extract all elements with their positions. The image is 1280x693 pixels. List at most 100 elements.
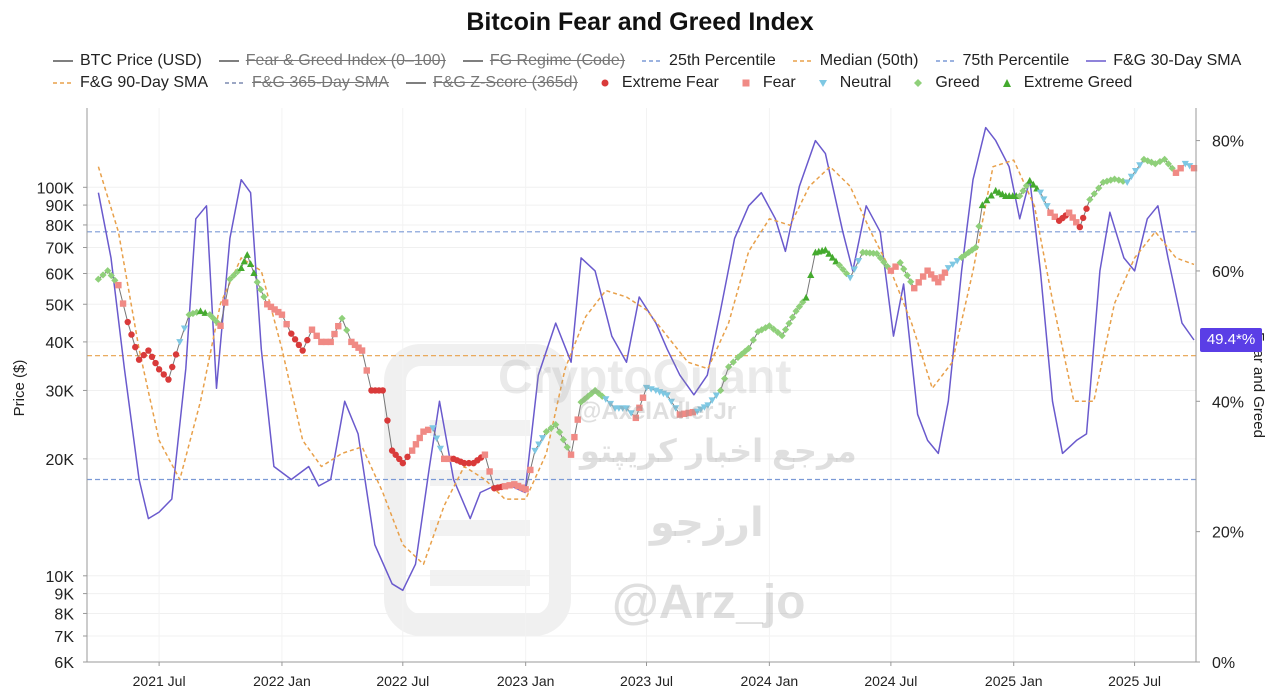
- marker-greed: [754, 328, 762, 336]
- marker-extreme-fear: [145, 347, 152, 354]
- marker-neutral: [1136, 162, 1144, 169]
- marker-extreme-fear: [288, 330, 295, 337]
- legend-item[interactable]: FG Regime (Code): [462, 52, 625, 70]
- marker-extreme-greed: [243, 251, 251, 258]
- marker-fear: [514, 482, 522, 490]
- legend-item[interactable]: F&G 365-Day SMA: [224, 74, 389, 92]
- legend-item[interactable]: 75th Percentile: [935, 52, 1069, 70]
- marker-extreme-fear: [461, 459, 468, 467]
- legend-swatch-icon: [792, 60, 813, 62]
- y-axis-right-title: Fear and Greed: [1250, 332, 1267, 438]
- marker-fear: [445, 455, 453, 463]
- marker-extreme-fear: [392, 451, 399, 458]
- marker-greed: [1019, 187, 1027, 195]
- marker-fear: [689, 408, 697, 416]
- watermark-logo-bar: [430, 420, 530, 436]
- marker-fear: [264, 301, 271, 308]
- marker-neutral: [1036, 189, 1045, 197]
- marker-greed: [555, 428, 564, 436]
- marker-greed: [253, 278, 261, 286]
- marker-greed: [193, 308, 201, 316]
- legend-swatch-icon: [405, 82, 426, 84]
- marker-extreme-fear: [132, 343, 139, 351]
- legend-label: F&G 365-Day SMA: [252, 74, 389, 91]
- marker-extreme-fear: [135, 356, 143, 363]
- legend-label: Median (50th): [819, 52, 919, 69]
- marker-greed: [260, 293, 268, 301]
- marker-fear: [935, 278, 942, 286]
- legend-swatch-icon: [935, 60, 956, 62]
- legend-item[interactable]: Fear & Greed Index (0–100): [218, 52, 446, 70]
- x-tick-label: 2022 Jan: [253, 673, 311, 689]
- marker-neutral: [606, 400, 615, 408]
- marker-extreme-greed: [821, 246, 830, 253]
- marker-extreme-fear: [384, 417, 391, 424]
- marker-extreme-fear: [379, 387, 386, 394]
- marker-fear: [408, 447, 416, 454]
- marker-greed: [781, 325, 790, 334]
- marker-greed: [107, 271, 115, 280]
- marker-greed: [1090, 190, 1098, 198]
- marker-fear: [632, 414, 640, 422]
- marker-greed: [1099, 178, 1107, 186]
- legend-item[interactable]: F&G 90-Day SMA: [52, 74, 208, 92]
- legend-item[interactable]: BTC Price (USD): [52, 52, 202, 70]
- marker-extreme-fear: [148, 353, 156, 361]
- marker-greed: [907, 278, 915, 286]
- marker-greed: [1164, 160, 1173, 168]
- y-left-tick-label: 80K: [46, 218, 75, 235]
- marker-greed: [725, 363, 733, 371]
- legend-item[interactable]: Median (50th): [792, 52, 919, 70]
- marker-greed: [1086, 195, 1094, 204]
- marker-greed: [873, 250, 881, 258]
- marker-greed: [788, 313, 797, 321]
- y-right-tick-label: 60%: [1212, 264, 1244, 281]
- marker-fear: [511, 481, 518, 488]
- marker-greed: [774, 328, 782, 337]
- legend-item[interactable]: F&G Z-Score (365d): [405, 74, 578, 92]
- marker-neutral: [697, 406, 705, 413]
- marker-neutral: [953, 258, 961, 265]
- marker-extreme-greed: [807, 271, 815, 279]
- legend-item[interactable]: 25th Percentile: [641, 52, 776, 70]
- marker-greed: [1016, 192, 1024, 200]
- legend-label: Fear & Greed Index (0–100): [245, 52, 446, 69]
- legend-label: 25th Percentile: [669, 52, 776, 69]
- legend-item[interactable]: F&G 30-Day SMA: [1085, 52, 1241, 70]
- marker-neutral: [704, 402, 712, 409]
- marker-fear: [571, 433, 578, 441]
- marker-fear: [222, 299, 229, 306]
- marker-greed: [785, 319, 793, 328]
- marker-extreme-fear: [155, 366, 163, 373]
- y-left-tick-label: 10K: [46, 569, 75, 586]
- marker-fear: [416, 434, 423, 442]
- y-left-tick-label: 7K: [54, 629, 74, 646]
- marker-neutral: [672, 405, 680, 412]
- legend-item[interactable]: Extreme Fear: [594, 74, 719, 92]
- marker-neutral: [531, 447, 539, 455]
- marker-neutral: [436, 445, 445, 453]
- marker-fear: [358, 347, 366, 354]
- marker-fear: [927, 271, 935, 278]
- marker-fear: [1069, 214, 1076, 221]
- legend-swatch-icon: [742, 79, 750, 87]
- marker-extreme-greed: [1026, 176, 1034, 184]
- marker-greed: [343, 326, 351, 334]
- legend-item[interactable]: Extreme Greed: [996, 74, 1132, 92]
- marker-fear: [506, 482, 513, 489]
- marker-greed: [896, 259, 904, 267]
- marker-fear: [331, 330, 338, 338]
- y-left-tick-label: 8K: [54, 606, 74, 623]
- legend-swatch-icon: [642, 60, 663, 62]
- y-left-tick-label: 60K: [46, 266, 75, 283]
- legend-row-2: F&G 90-Day SMA F&G 365-Day SMA F&G Z-Score…: [52, 72, 1262, 94]
- legend-item[interactable]: Fear: [735, 74, 796, 92]
- marker-fear: [924, 267, 931, 274]
- chart-title: Bitcoin Fear and Greed Index: [466, 8, 814, 36]
- marker-extreme-fear: [169, 363, 176, 371]
- series-f-g-90-day-sma: [97, 159, 1195, 565]
- marker-extreme-greed: [1029, 180, 1037, 188]
- legend-item[interactable]: Greed: [907, 74, 980, 92]
- legend-item[interactable]: Neutral: [812, 74, 891, 92]
- marker-neutral: [1123, 179, 1131, 186]
